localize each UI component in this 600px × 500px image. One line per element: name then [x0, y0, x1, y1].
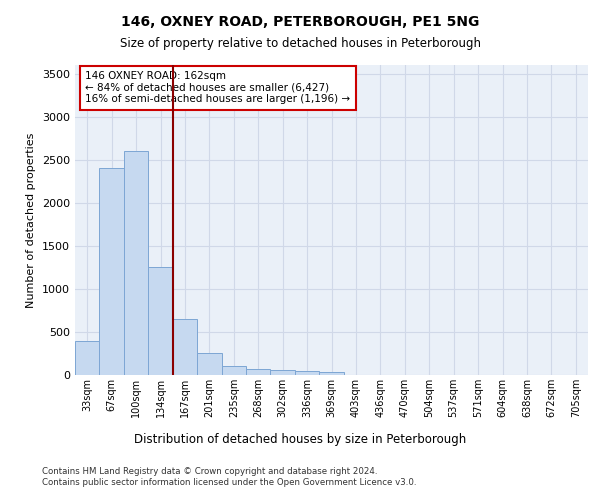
Bar: [319, 372, 344, 375]
Bar: [246, 369, 271, 375]
Bar: [271, 370, 295, 375]
Bar: [75, 340, 100, 375]
Bar: [148, 268, 173, 375]
Bar: [197, 354, 221, 375]
Text: Size of property relative to detached houses in Peterborough: Size of property relative to detached ho…: [119, 38, 481, 51]
Bar: [124, 151, 148, 375]
Bar: [221, 366, 246, 375]
Y-axis label: Number of detached properties: Number of detached properties: [26, 132, 37, 308]
Bar: [295, 371, 319, 375]
Text: 146, OXNEY ROAD, PETERBOROUGH, PE1 5NG: 146, OXNEY ROAD, PETERBOROUGH, PE1 5NG: [121, 15, 479, 29]
Bar: [100, 168, 124, 375]
Bar: [173, 319, 197, 375]
Text: Distribution of detached houses by size in Peterborough: Distribution of detached houses by size …: [134, 432, 466, 446]
Text: Contains HM Land Registry data © Crown copyright and database right 2024.
Contai: Contains HM Land Registry data © Crown c…: [42, 468, 416, 487]
Text: 146 OXNEY ROAD: 162sqm
← 84% of detached houses are smaller (6,427)
16% of semi-: 146 OXNEY ROAD: 162sqm ← 84% of detached…: [85, 71, 350, 104]
